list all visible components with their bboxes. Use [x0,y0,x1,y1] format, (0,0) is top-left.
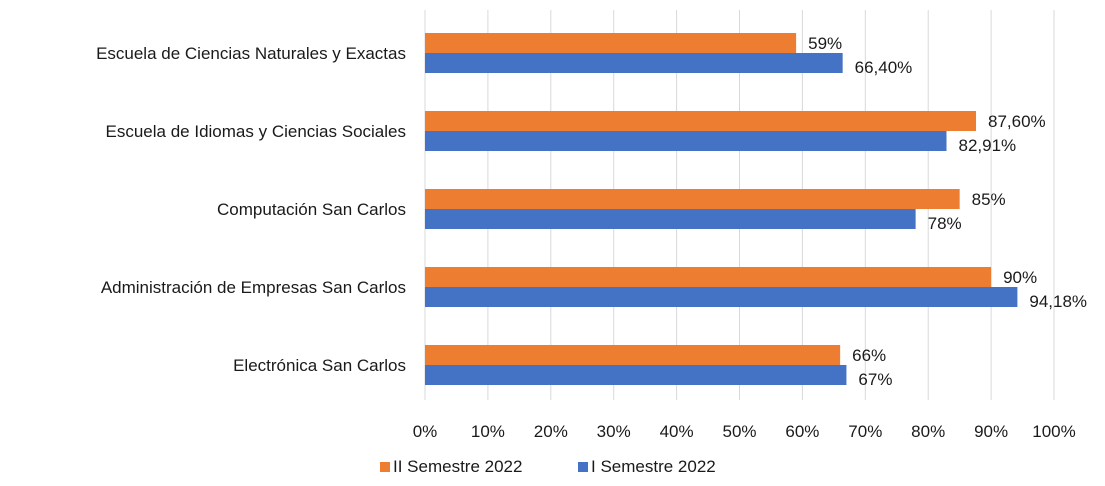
data-label: 59% [808,34,842,53]
x-tick-label: 90% [974,422,1008,441]
x-tick-label: 100% [1032,422,1075,441]
category-label: Electrónica San Carlos [233,356,406,375]
bar-ii-semestre-2022 [425,345,841,365]
bar-ii-semestre-2022 [425,111,977,131]
x-tick-label: 10% [471,422,505,441]
x-tick-label: 50% [722,422,756,441]
bar-ii-semestre-2022 [425,189,960,209]
x-tick-label: 30% [597,422,631,441]
data-label: 78% [928,214,962,233]
bar-i-semestre-2022 [425,209,916,229]
x-tick-label: 0% [413,422,438,441]
x-tick-label: 80% [911,422,945,441]
bar-i-semestre-2022 [425,53,843,73]
data-label: 90% [1003,268,1037,287]
legend-swatch-ii-semestre-2022 [380,462,390,472]
category-label: Escuela de Ciencias Naturales y Exactas [96,44,406,63]
data-labels: 59% 87,60% 85% 90% 66% 66,40% 82,91% 78% 94,18% 6… [808,34,1087,389]
bar-i-semestre-2022 [425,365,847,385]
legend-label: II Semestre 2022 [393,457,522,476]
data-label: 85% [972,190,1006,209]
x-axis-tick-labels: 0% 10% 20% 30% 40% 50% 60% 70% 80% 90% 100% [413,422,1076,441]
category-label: Administración de Empresas San Carlos [101,278,406,297]
data-label: 87,60% [988,112,1046,131]
bar-i-semestre-2022 [425,131,947,151]
bars [425,33,1018,385]
legend-label: I Semestre 2022 [591,457,716,476]
x-tick-label: 70% [848,422,882,441]
bar-ii-semestre-2022 [425,267,992,287]
category-label: Computación San Carlos [217,200,406,219]
x-tick-label: 60% [785,422,819,441]
legend: II Semestre 2022 I Semestre 2022 [380,457,716,476]
data-label: 67% [858,370,892,389]
bar-ii-semestre-2022 [425,33,797,53]
category-labels: Escuela de Ciencias Naturales y Exactas E… [96,44,406,375]
data-label: 66% [852,346,886,365]
data-label: 94,18% [1029,292,1087,311]
data-label: 66,40% [855,58,913,77]
legend-swatch-i-semestre-2022 [578,462,588,472]
category-label: Escuela de Idiomas y Ciencias Sociales [106,122,406,141]
bar-i-semestre-2022 [425,287,1018,307]
x-tick-label: 20% [534,422,568,441]
data-label: 82,91% [959,136,1017,155]
x-tick-label: 40% [660,422,694,441]
